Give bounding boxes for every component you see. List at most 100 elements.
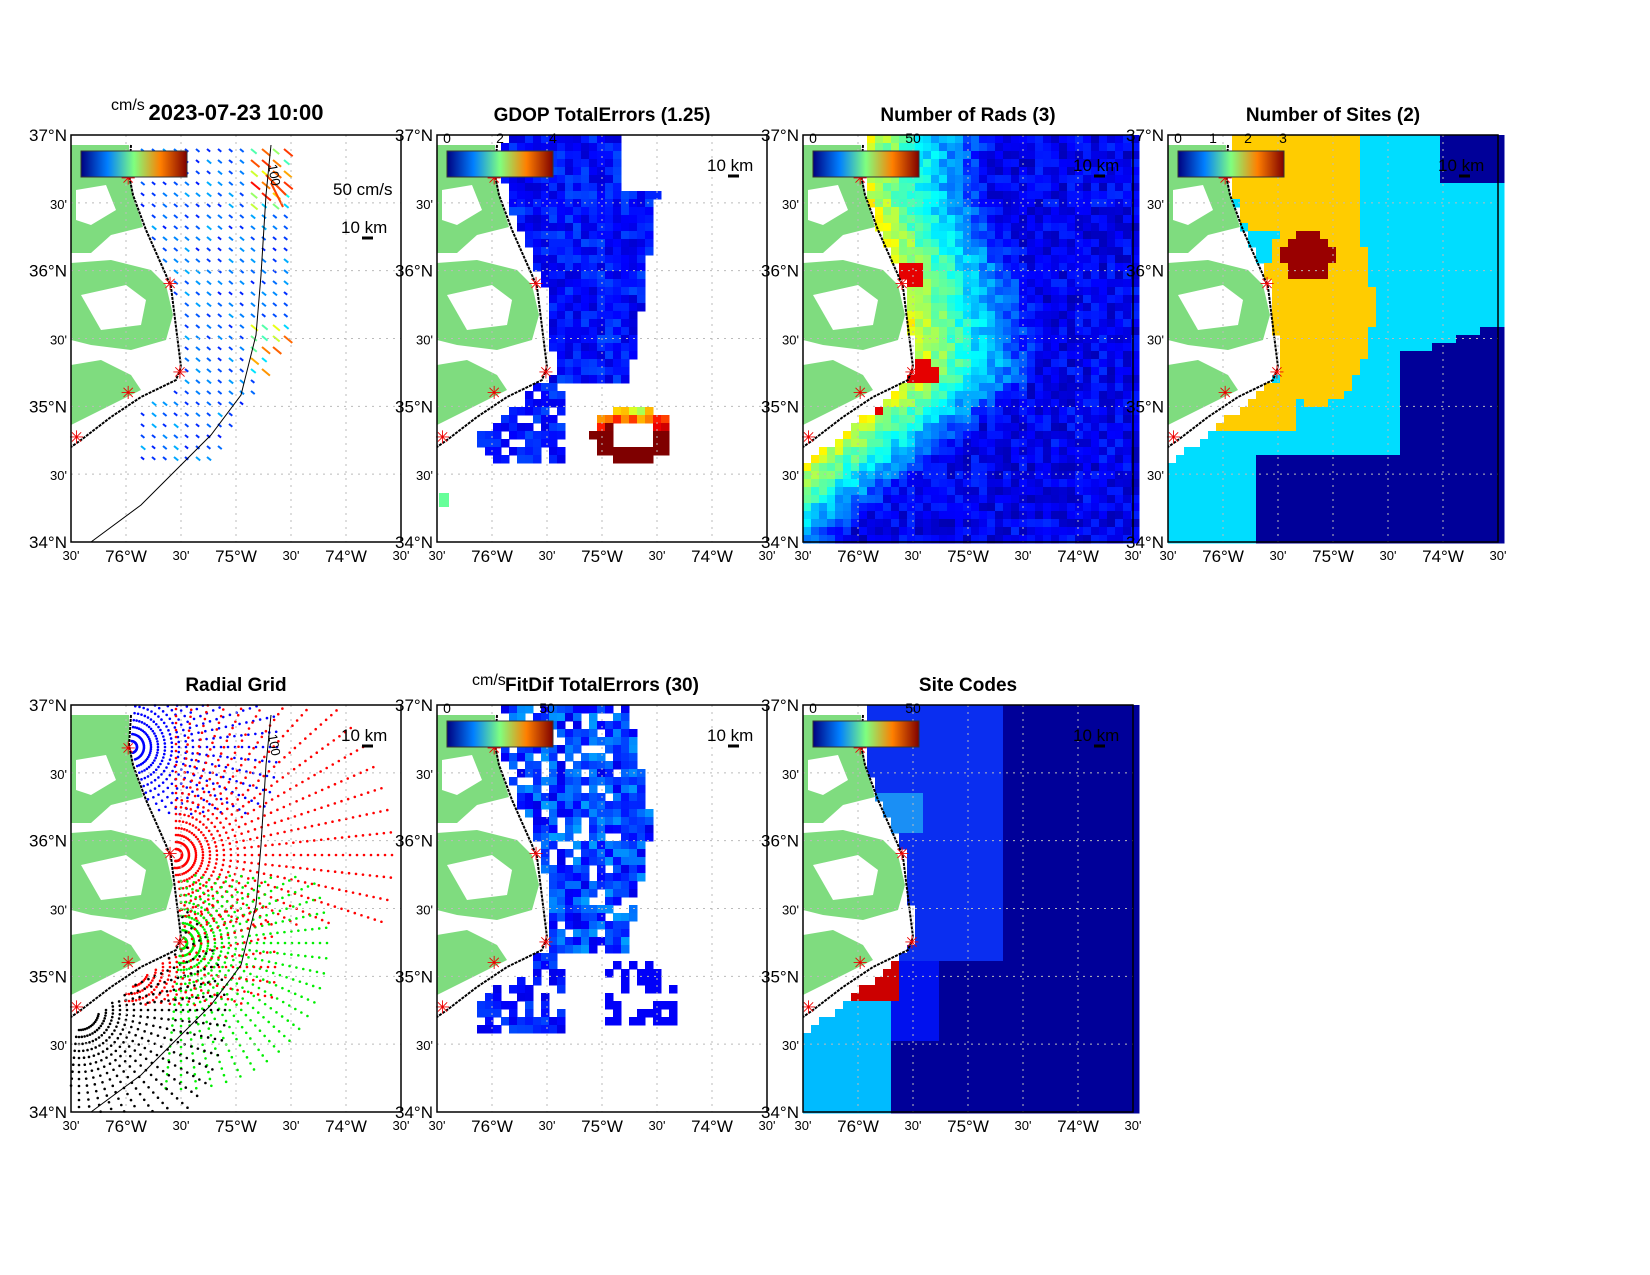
heatmap-cell bbox=[1360, 503, 1369, 512]
heatmap-cell bbox=[1067, 423, 1076, 432]
heatmap-cell bbox=[1011, 423, 1020, 432]
radial-grid-point bbox=[191, 739, 194, 742]
radial-grid-point bbox=[135, 764, 139, 768]
heatmap-cell bbox=[947, 295, 956, 304]
heatmap-cell bbox=[1312, 319, 1321, 328]
heatmap-cell bbox=[1352, 295, 1361, 304]
heatmap-cell bbox=[1051, 279, 1060, 288]
heatmap-cell bbox=[525, 423, 534, 432]
heatmap-cell bbox=[1448, 295, 1457, 304]
current-vector bbox=[217, 324, 223, 329]
radial-grid-point bbox=[240, 734, 243, 737]
heatmap-cell bbox=[1051, 495, 1060, 504]
current-vector bbox=[162, 401, 168, 407]
radial-grid-point bbox=[177, 773, 180, 776]
heatmap-cell bbox=[1115, 415, 1124, 424]
current-vector bbox=[250, 390, 256, 395]
heatmap-cell bbox=[1416, 423, 1425, 432]
x-tick-label: 75°W bbox=[581, 547, 623, 566]
heatmap-cell bbox=[1264, 215, 1273, 224]
heatmap-cell bbox=[637, 279, 646, 288]
current-vector bbox=[151, 225, 157, 231]
radial-grid-point bbox=[261, 788, 265, 792]
radial-grid-point bbox=[148, 751, 152, 755]
heatmap-cell bbox=[1027, 223, 1036, 232]
heatmap-cell bbox=[1480, 431, 1489, 440]
heatmap-cell bbox=[947, 471, 956, 480]
heatmap-cell bbox=[1320, 287, 1329, 296]
current-vector bbox=[195, 148, 201, 153]
heatmap-cell bbox=[899, 471, 908, 480]
heatmap-cell bbox=[1051, 487, 1060, 496]
heatmap-cell bbox=[1192, 447, 1201, 456]
radial-grid-point bbox=[233, 734, 236, 738]
heatmap-cell bbox=[1107, 343, 1116, 352]
heatmap-cell bbox=[1488, 231, 1497, 240]
heatmap-cell bbox=[1496, 479, 1505, 488]
heatmap-cell bbox=[1131, 159, 1140, 168]
heatmap-cell bbox=[1464, 399, 1473, 408]
heatmap-cell bbox=[1027, 415, 1036, 424]
heatmap-cell bbox=[557, 207, 566, 216]
heatmap-cell bbox=[1384, 407, 1393, 416]
heatmap-cell bbox=[1448, 215, 1457, 224]
heatmap-cell bbox=[1280, 255, 1289, 264]
heatmap-cell bbox=[987, 311, 996, 320]
heatmap-cell bbox=[1059, 503, 1068, 512]
heatmap-cell bbox=[915, 183, 924, 192]
heatmap-cell bbox=[1384, 487, 1393, 496]
heatmap-cell bbox=[1472, 231, 1481, 240]
heatmap-cell bbox=[1011, 439, 1020, 448]
heatmap-cell bbox=[1320, 367, 1329, 376]
heatmap-cell bbox=[1448, 463, 1457, 472]
radial-grid-point bbox=[268, 790, 272, 794]
heatmap-cell bbox=[1123, 487, 1132, 496]
heatmap-cell bbox=[987, 319, 996, 328]
heatmap-cell bbox=[1107, 431, 1116, 440]
current-vector bbox=[239, 280, 245, 286]
heatmap-cell bbox=[1280, 343, 1289, 352]
current-vector bbox=[206, 456, 212, 462]
heatmap-cell bbox=[987, 167, 996, 176]
heatmap-cell bbox=[1320, 167, 1329, 176]
heatmap-cell bbox=[613, 151, 622, 160]
heatmap-cell bbox=[1456, 167, 1465, 176]
colorbar: 0 50 bbox=[809, 130, 921, 178]
heatmap-cell bbox=[955, 271, 964, 280]
heatmap-cell bbox=[1456, 327, 1465, 336]
heatmap-cell bbox=[1312, 279, 1321, 288]
heatmap-cell bbox=[525, 191, 534, 200]
heatmap-cell bbox=[923, 367, 932, 376]
heatmap-cell bbox=[1328, 503, 1337, 512]
heatmap-cell bbox=[1115, 239, 1124, 248]
heatmap-cell bbox=[1035, 159, 1044, 168]
heatmap-cell bbox=[1464, 463, 1473, 472]
heatmap-cell bbox=[1480, 271, 1489, 280]
heatmap-cell bbox=[1448, 503, 1457, 512]
heatmap-cell bbox=[1368, 143, 1377, 152]
heatmap-cell bbox=[1083, 367, 1092, 376]
heatmap-cell bbox=[1344, 375, 1353, 384]
heatmap-cell bbox=[1416, 183, 1425, 192]
heatmap-cell bbox=[1083, 431, 1092, 440]
heatmap-cell bbox=[971, 527, 980, 536]
heatmap-cell bbox=[907, 471, 916, 480]
heatmap-cell bbox=[1264, 271, 1273, 280]
heatmap-cell bbox=[1003, 519, 1012, 528]
heatmap-cell bbox=[1352, 327, 1361, 336]
heatmap-cell bbox=[1051, 455, 1060, 464]
colorbar-tick-label: 0 bbox=[443, 130, 451, 146]
heatmap-cell bbox=[1496, 383, 1505, 392]
heatmap-cell bbox=[1043, 375, 1052, 384]
heatmap-cell bbox=[597, 191, 606, 200]
heatmap-cell bbox=[971, 415, 980, 424]
heatmap-cell bbox=[1376, 487, 1385, 496]
heatmap-cell bbox=[915, 279, 924, 288]
heatmap-cell bbox=[1456, 199, 1465, 208]
heatmap-cell bbox=[1043, 135, 1052, 144]
heatmap-cell bbox=[1416, 175, 1425, 184]
heatmap-cell bbox=[931, 287, 940, 296]
heatmap-cell bbox=[915, 479, 924, 488]
heatmap-cell bbox=[549, 415, 558, 424]
heatmap-cell bbox=[955, 295, 964, 304]
